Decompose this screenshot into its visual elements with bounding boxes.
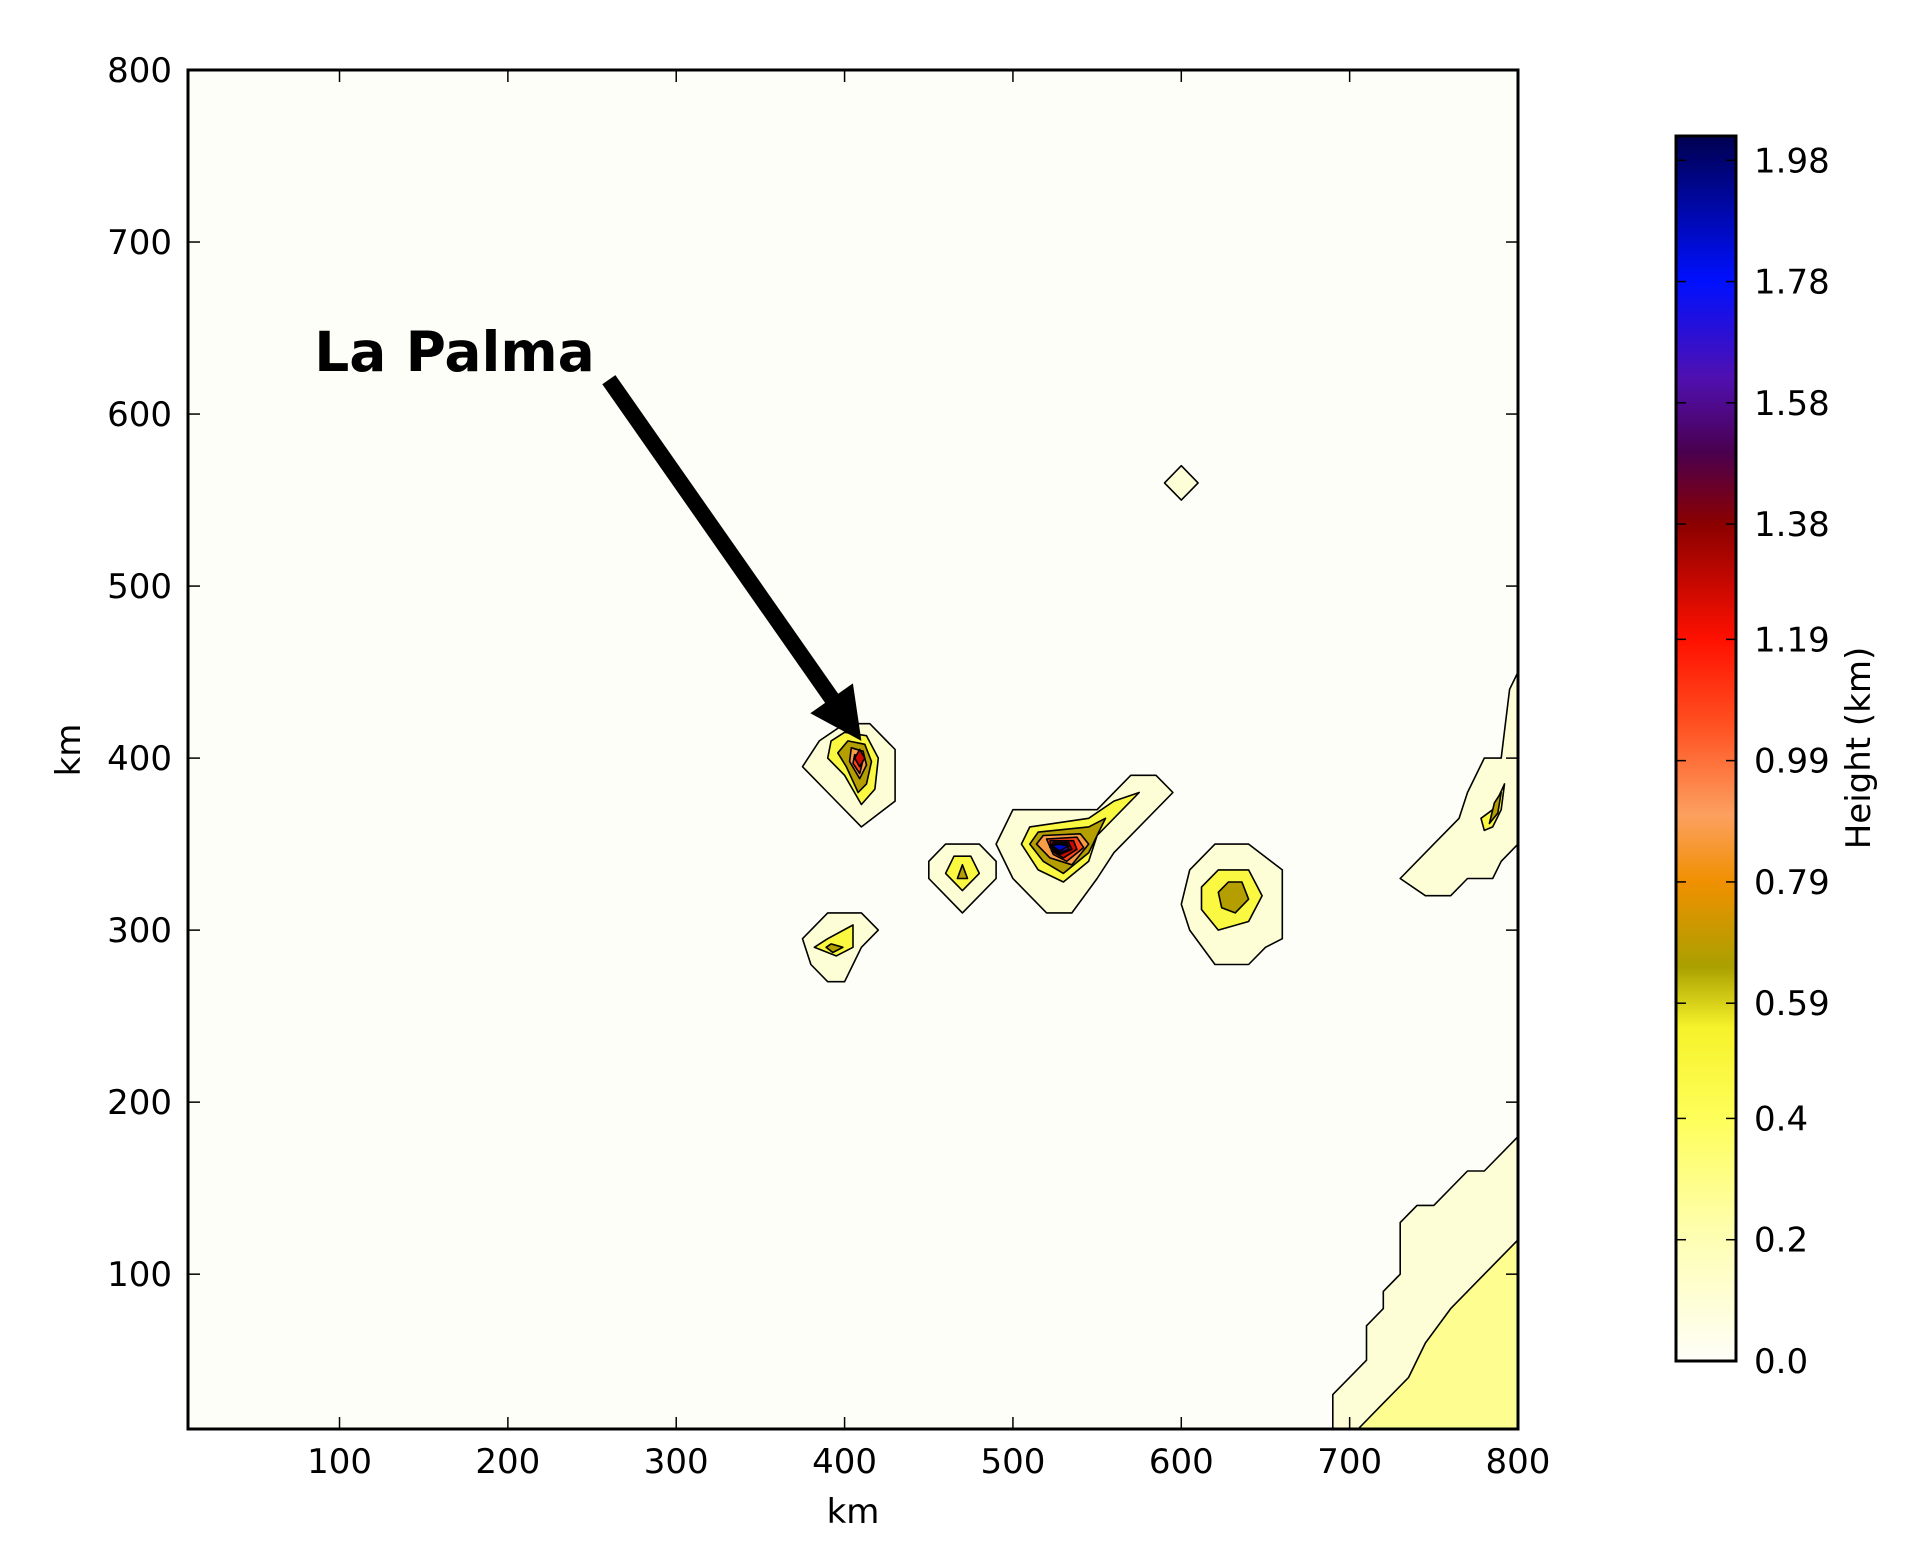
colorbar-tick-label: 1.78 xyxy=(1754,263,1830,303)
y-tick-label: 700 xyxy=(107,223,172,263)
colorbar-tick-label: 1.38 xyxy=(1754,505,1830,545)
x-tick-label: 400 xyxy=(812,1442,877,1482)
y-axis-label: km xyxy=(49,724,89,777)
colorbar-tick-label: 0.0 xyxy=(1754,1342,1808,1382)
contour-5-3 xyxy=(1217,881,1250,914)
y-tick-label: 200 xyxy=(107,1083,172,1123)
terrain-layer xyxy=(801,464,1518,1429)
island-3 xyxy=(927,843,997,914)
contour-6-1 xyxy=(1163,464,1199,501)
x-tick-label: 600 xyxy=(1149,1442,1214,1482)
island-7 xyxy=(1399,671,1518,897)
y-tick-label: 600 xyxy=(107,395,172,435)
x-axis-label: km xyxy=(827,1492,880,1532)
y-tick-label: 500 xyxy=(107,567,172,607)
island-5 xyxy=(1180,843,1284,966)
colorbar-tick-label: 1.98 xyxy=(1754,141,1830,181)
colorbar-ticks: 0.0 0.2 0.4 0.59 0.79 0.99 1.19 1.38 1.58 1.78 1.9… xyxy=(1676,141,1830,1382)
axis-ticks: 100 200 300 400 500 600 700 800 100 200 300 400 500 6… xyxy=(107,51,1550,1482)
colorbar-tick-label: 0.59 xyxy=(1754,984,1830,1024)
contour-2-2 xyxy=(813,924,854,957)
colorbar-tick-label: 1.19 xyxy=(1754,620,1830,660)
x-tick-label: 100 xyxy=(307,1442,372,1482)
contour-3-3 xyxy=(956,863,969,880)
colorbar-tick-label: 0.99 xyxy=(1754,742,1830,782)
island-6 xyxy=(1163,464,1199,501)
x-tick-label: 700 xyxy=(1317,1442,1382,1482)
contour-7-3 xyxy=(1488,791,1502,825)
island-8 xyxy=(1332,1135,1518,1429)
colorbar xyxy=(1674,134,1738,1363)
contour-7-1 xyxy=(1399,671,1518,897)
y-tick-label: 400 xyxy=(107,739,172,779)
colorbar-label: Height (km) xyxy=(1839,647,1879,850)
annotation: La Palma xyxy=(314,320,862,741)
x-tick-label: 500 xyxy=(980,1442,1045,1482)
contour-7-2 xyxy=(1480,783,1506,832)
x-tick-label: 300 xyxy=(644,1442,709,1482)
x-tick-label: 200 xyxy=(475,1442,540,1482)
x-tick-label: 800 xyxy=(1486,1442,1551,1482)
contour-1-6 xyxy=(853,748,866,768)
annotation-label: La Palma xyxy=(314,320,595,384)
y-tick-label: 300 xyxy=(107,911,172,951)
island-1 xyxy=(801,722,896,828)
contour-8-2 xyxy=(1357,1239,1518,1429)
y-tick-label: 800 xyxy=(107,51,172,91)
colorbar-tick-label: 0.2 xyxy=(1754,1221,1808,1261)
island-2 xyxy=(801,912,880,983)
y-tick-label: 100 xyxy=(107,1255,172,1295)
plot-frame xyxy=(186,68,1520,1431)
colorbar-tick-label: 1.58 xyxy=(1754,384,1830,424)
annotation-arrow xyxy=(602,375,862,741)
contour-4-9 xyxy=(1050,843,1070,852)
contour-2-3 xyxy=(825,943,844,954)
island-4 xyxy=(995,774,1174,914)
colorbar-tick-label: 0.4 xyxy=(1754,1099,1808,1139)
colorbar-tick-label: 0.79 xyxy=(1754,863,1830,903)
